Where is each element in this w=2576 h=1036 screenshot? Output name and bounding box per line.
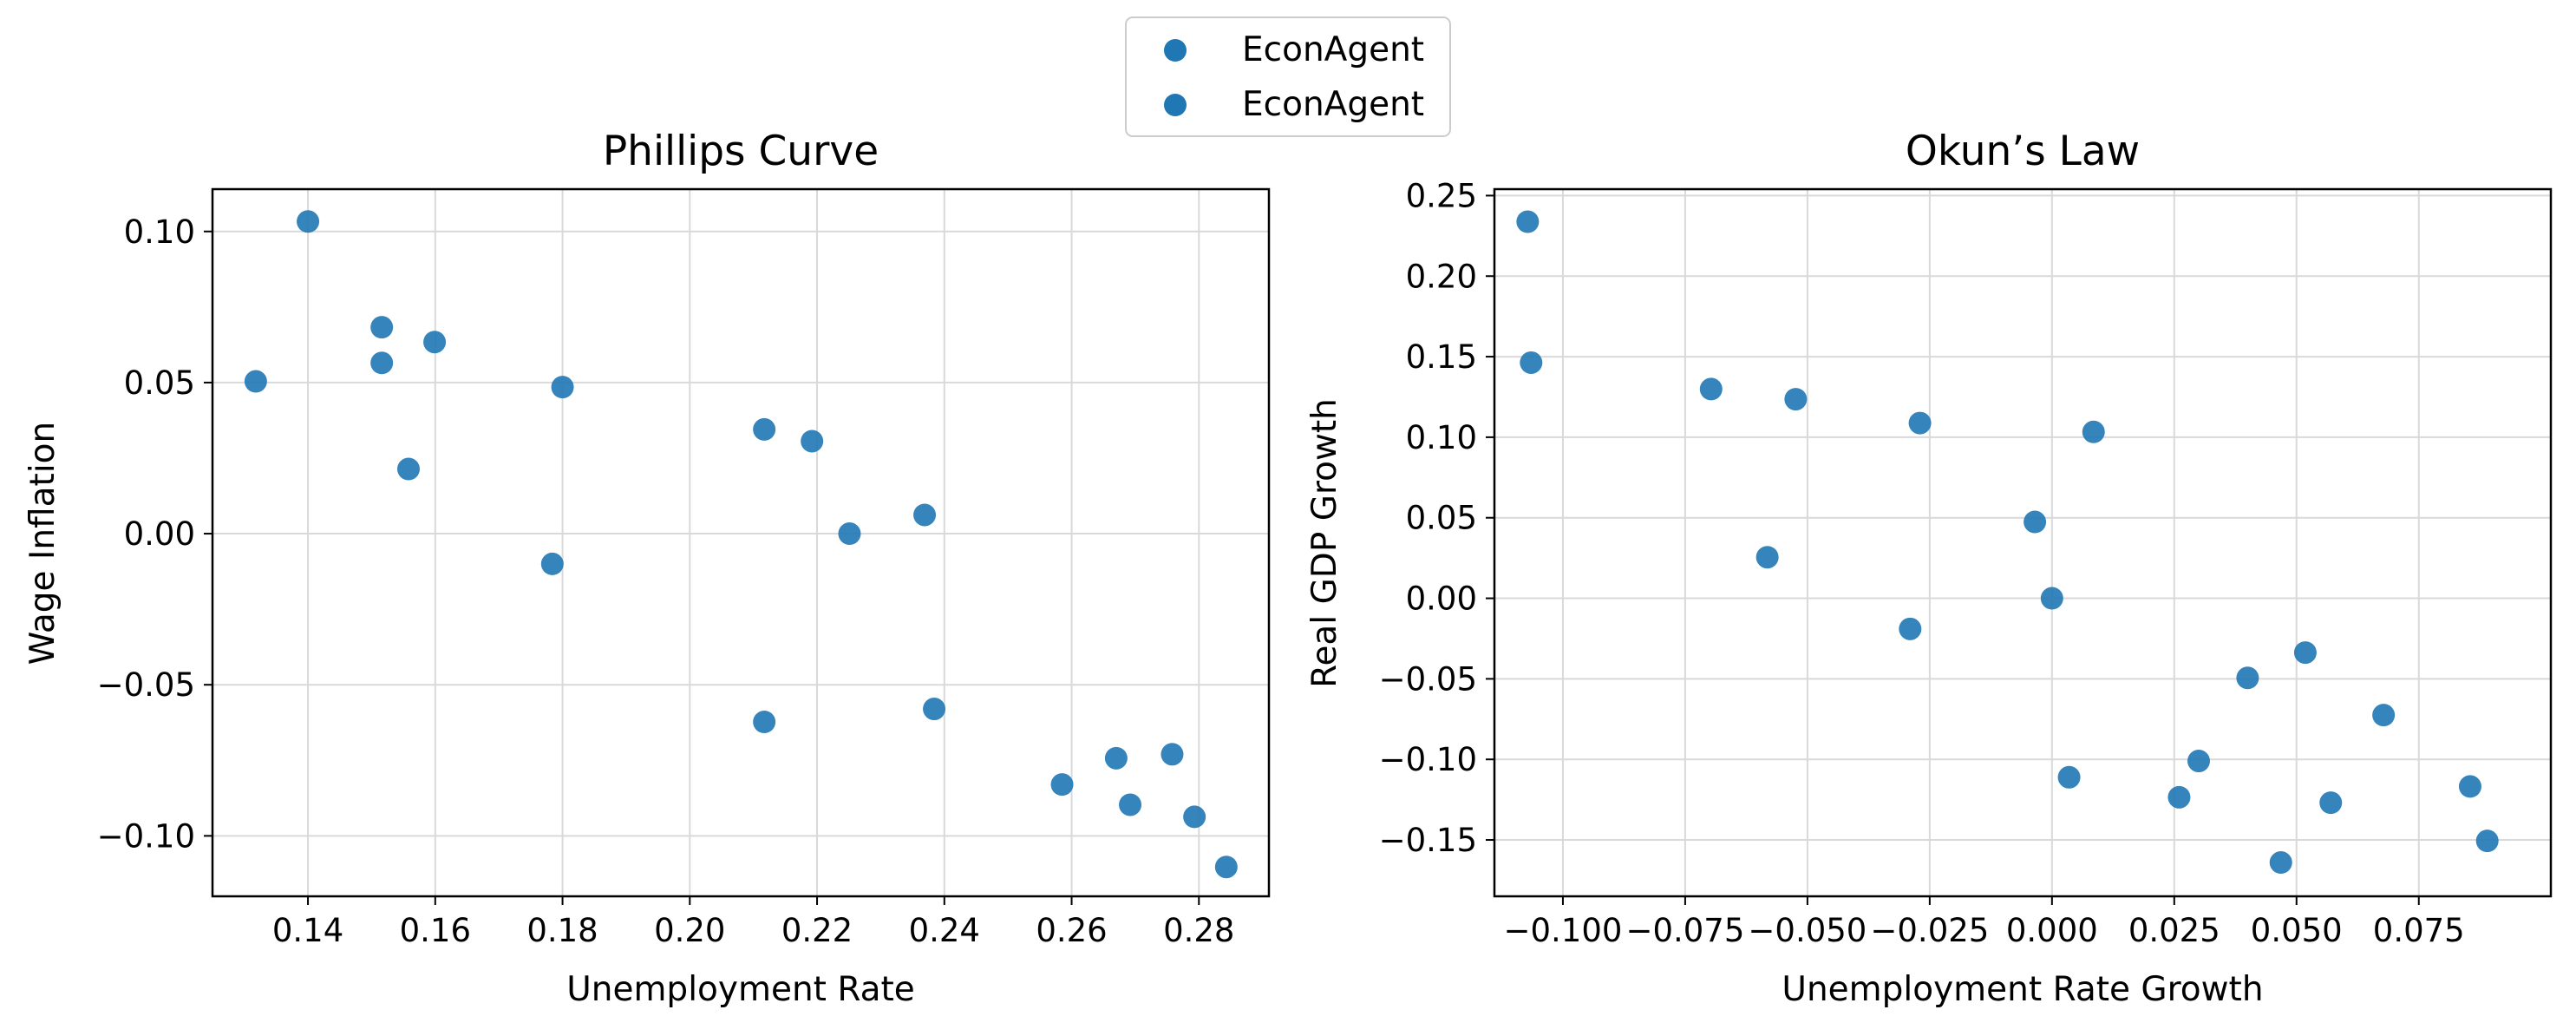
x-tick-label: 0.22 [781,912,853,949]
x-tick-label: −0.075 [1625,912,1744,949]
legend-label: EconAgent [1242,30,1424,69]
data-point [753,711,776,734]
y-tick-label: −0.05 [97,666,195,704]
plot-title: Phillips Curve [603,128,879,175]
legend-marker [1164,39,1187,62]
data-point [396,457,420,481]
x-tick-label: 0.26 [1036,912,1107,949]
x-tick-label: 0.24 [909,912,980,949]
legend-label: EconAgent [1242,85,1424,124]
data-point [297,210,320,233]
x-tick-label: 0.025 [2128,912,2220,949]
data-point [1899,617,1922,640]
data-point [2269,851,2292,875]
y-tick-label: 0.10 [1406,419,1477,456]
y-tick-label: 0.05 [124,364,195,402]
x-tick-label: 0.14 [272,912,343,949]
data-point [2319,791,2343,815]
data-point [551,376,574,399]
y-tick-label: 0.00 [124,515,195,553]
y-tick-label: 0.25 [1406,177,1477,214]
y-tick-label: 0.05 [1406,500,1477,537]
grid [212,189,1269,896]
data-point [370,316,394,339]
data-point [2458,775,2481,798]
y-tick-label: −0.15 [1379,822,1477,859]
x-tick-label: 0.075 [2373,912,2465,949]
data-point [1755,546,1779,569]
x-tick-label: 0.050 [2251,912,2343,949]
y-tick-label: 0.20 [1406,258,1477,295]
x-tick-label: 0.18 [526,912,598,949]
data-point [1699,377,1723,401]
y-tick-label: −0.05 [1379,660,1477,698]
data-point [1050,773,1074,797]
data-points [244,210,1238,879]
legend-frame [1125,16,1451,137]
data-point [2082,420,2105,443]
data-point [2187,750,2210,773]
data-point [2475,829,2499,853]
x-tick-label: 0.20 [654,912,725,949]
data-point [1161,743,1184,766]
data-point [2057,765,2081,789]
y-axis-label: Real GDP Growth [1305,398,1344,688]
ticks: 0.14 0.16 0.18 0.20 0.22 0.24 0.26 0.28 0.10 0.05… [97,213,1235,949]
data-point [2040,587,2063,610]
y-tick-label: −0.10 [97,817,195,855]
data-point [2024,510,2047,534]
y-tick-label: 0.00 [1406,580,1477,618]
x-tick-label: −0.100 [1503,912,1622,949]
x-tick-label: −0.050 [1748,912,1867,949]
y-axis-label: Wage Inflation [23,422,62,666]
plot-title: Okun’s Law [1906,128,2140,175]
axes-frame [211,187,1271,898]
data-point [1183,805,1206,829]
data-point [2293,641,2317,665]
data-point [838,522,861,546]
data-points [1516,210,2499,875]
data-point [2372,704,2396,727]
x-axis-label: Unemployment Rate Growth [1782,970,2263,1009]
x-axis-label: Unemployment Rate [566,970,915,1009]
data-point [423,331,447,354]
data-point [1104,746,1128,770]
y-tick-label: −0.10 [1379,741,1477,778]
x-tick-label: 0.28 [1163,912,1234,949]
data-point [1516,210,1540,233]
data-point [801,429,824,453]
x-tick-label: 0.16 [400,912,471,949]
data-point [1214,856,1238,879]
data-point [540,552,564,575]
x-tick-label: −0.025 [1870,912,1989,949]
grid [1494,189,2551,896]
legend: EconAgent EconAgent [1125,16,1451,137]
data-point [1908,411,1932,435]
data-point [244,370,267,393]
data-point [753,417,776,441]
data-point [2236,666,2259,690]
data-point [913,503,937,527]
phillips-curve-panel: 0.14 0.16 0.18 0.20 0.22 0.24 0.26 0.28 0.10 0.05… [23,128,1271,1009]
data-point [923,698,946,721]
y-tick-label: 0.10 [124,213,195,251]
data-point [1119,793,1142,816]
ticks: −0.100 −0.075 −0.050 −0.025 0.000 0.025 0.050 0… [1379,177,2465,949]
data-point [1520,351,1543,374]
okuns-law-panel: −0.100 −0.075 −0.050 −0.025 0.000 0.025 0.050 0… [1305,128,2553,1009]
data-point [1784,388,1808,411]
axes-frame [1493,187,2553,898]
legend-marker [1164,94,1187,116]
x-tick-label: 0.000 [2006,912,2098,949]
data-point [2167,785,2191,809]
y-tick-label: 0.15 [1406,338,1477,376]
data-point [370,351,394,375]
